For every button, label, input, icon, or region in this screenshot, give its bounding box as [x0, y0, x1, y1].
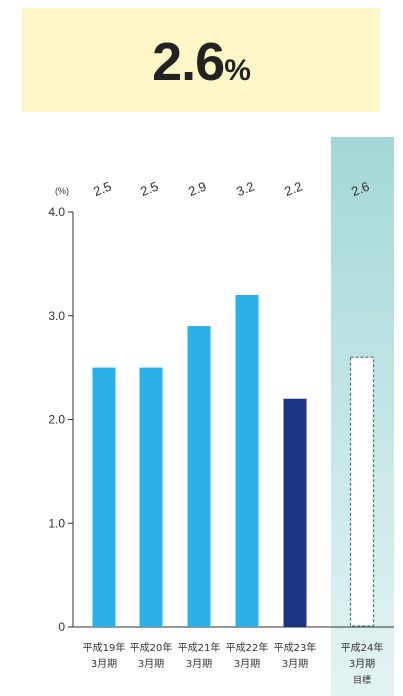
category-label-period: 3月期 — [186, 658, 212, 670]
category-label-year: 平成22年 — [226, 641, 269, 654]
category-label-year: 平成19年 — [83, 641, 126, 654]
category-label-year: 平成20年 — [130, 641, 173, 654]
bar-value-label: 2.5 — [138, 178, 160, 199]
category-label-year: 平成21年 — [178, 641, 221, 654]
y-unit-label: (%) — [55, 186, 69, 196]
category-label-target: 目標 — [353, 674, 371, 686]
y-tick-label: 2.0 — [48, 413, 65, 427]
y-tick-label: 0 — [58, 620, 65, 634]
category-label-period: 3月期 — [234, 658, 260, 670]
bar-value-label: 2.9 — [186, 178, 208, 199]
bar — [235, 295, 259, 627]
y-tick-label: 1.0 — [48, 516, 65, 530]
headline-unit: % — [224, 54, 251, 87]
y-tick-label: 4.0 — [48, 205, 65, 219]
bar-value-label: 2.5 — [91, 178, 113, 199]
category-label-period: 3月期 — [349, 658, 375, 670]
category-label-year: 平成24年 — [341, 641, 384, 654]
headline-box: 2.6% — [22, 8, 380, 112]
bar-value-label: 2.6 — [349, 178, 371, 199]
headline-value: 2.6% — [152, 32, 251, 92]
bar-target — [349, 356, 375, 627]
category-label-period: 3月期 — [138, 658, 164, 670]
bar — [139, 367, 163, 627]
category-label-period: 3月期 — [282, 658, 308, 670]
y-tick-label: 3.0 — [48, 309, 65, 323]
bar — [92, 367, 116, 627]
bar — [283, 398, 307, 627]
category-label-period: 3月期 — [91, 658, 117, 670]
bar — [187, 326, 211, 627]
bar-value-label: 2.2 — [282, 178, 304, 199]
category-label-year: 平成23年 — [274, 641, 317, 654]
bar-value-label: 3.2 — [234, 178, 256, 199]
